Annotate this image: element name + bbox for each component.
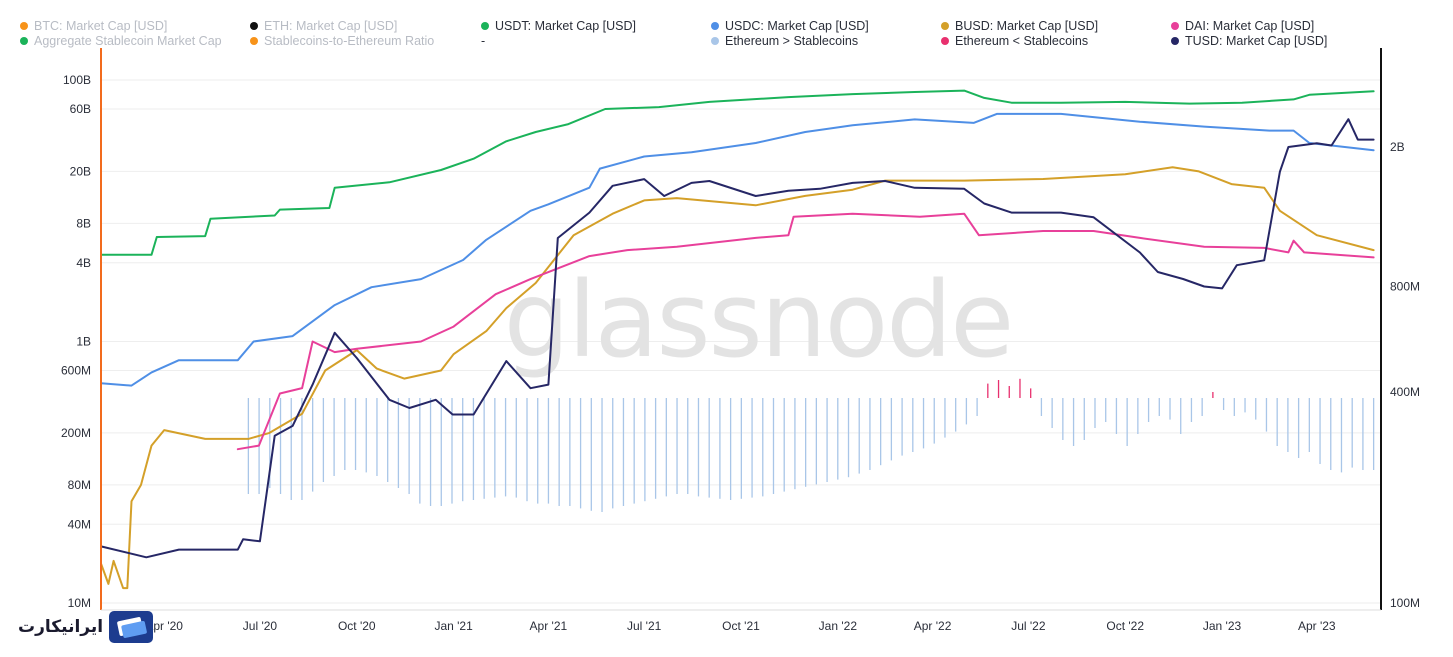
- series-line: [100, 166, 1375, 590]
- y-left-tick-label: 4B: [76, 256, 91, 270]
- legend-label: Ethereum < Stablecoins: [955, 34, 1089, 48]
- x-tick-label: Jan '21: [434, 619, 473, 633]
- y-left-tick-label: 8B: [76, 216, 91, 230]
- legend-label: Stablecoins-to-Ethereum Ratio: [264, 34, 435, 48]
- x-tick-label: Jul '22: [1011, 619, 1046, 633]
- ratio-bars: [247, 378, 1375, 512]
- x-ticks: Apr '20 Jul '20 Oct '20 Jan '21 Apr '21 Jul '…: [145, 619, 1336, 633]
- legend-swatch: [1171, 22, 1179, 30]
- legend-label: BUSD: Market Cap [USD]: [955, 19, 1099, 33]
- y-right-tick-label: 400M: [1390, 385, 1420, 399]
- x-tick-label: Jan '22: [819, 619, 858, 633]
- y-left-tick-label: 100B: [63, 73, 91, 87]
- y-right-tick-label: 100M: [1390, 596, 1420, 610]
- right-y-ticks: 100M 400M 800M 2B: [1390, 140, 1420, 610]
- legend-swatch: [941, 22, 949, 30]
- legend-swatch: [20, 37, 28, 45]
- legend-swatch: [1171, 37, 1179, 45]
- legend-item[interactable]: -: [481, 33, 485, 49]
- x-tick-label: Apr '23: [1298, 619, 1336, 633]
- site-logo: ایرانیکارت: [18, 611, 154, 643]
- legend-item[interactable]: USDC: Market Cap [USD]: [711, 18, 869, 34]
- legend-label: -: [481, 34, 486, 48]
- legend-swatch: [250, 22, 258, 30]
- y-left-tick-label: 1B: [76, 335, 91, 349]
- legend: BTC: Market Cap [USD] ETH: Market Cap [US…: [0, 0, 1453, 52]
- legend-label: USDC: Market Cap [USD]: [725, 19, 869, 33]
- legend-label: BTC: Market Cap [USD]: [34, 19, 168, 33]
- grid-lines: [101, 79, 1381, 604]
- watermark: glassnode: [504, 259, 1013, 381]
- x-tick-label: Apr '20: [145, 619, 183, 633]
- legend-swatch: [941, 37, 949, 45]
- x-tick-label: Jul '20: [243, 619, 278, 633]
- site-logo-text: ایرانیکارت: [18, 617, 104, 637]
- legend-label: DAI: Market Cap [USD]: [1185, 19, 1315, 33]
- legend-label: ETH: Market Cap [USD]: [264, 19, 398, 33]
- legend-item[interactable]: TUSD: Market Cap [USD]: [1171, 33, 1327, 49]
- y-left-tick-label: 200M: [61, 426, 91, 440]
- series-lines: [100, 89, 1375, 590]
- legend-swatch: [711, 37, 719, 45]
- legend-label: TUSD: Market Cap [USD]: [1185, 34, 1328, 48]
- legend-item[interactable]: USDT: Market Cap [USD]: [481, 18, 636, 34]
- y-right-tick-label: 800M: [1390, 279, 1420, 293]
- x-tick-label: Oct '21: [722, 619, 760, 633]
- legend-item[interactable]: ETH: Market Cap [USD]: [250, 18, 397, 34]
- x-tick-label: Jul '21: [627, 619, 662, 633]
- legend-item[interactable]: DAI: Market Cap [USD]: [1171, 18, 1314, 34]
- legend-item[interactable]: Stablecoins-to-Ethereum Ratio: [250, 33, 434, 49]
- legend-swatch: [20, 22, 28, 30]
- x-tick-label: Apr '22: [914, 619, 952, 633]
- legend-label: Aggregate Stablecoin Market Cap: [34, 34, 222, 48]
- card-logo-icon: [109, 611, 154, 643]
- x-tick-label: Apr '21: [530, 619, 568, 633]
- y-left-tick-label: 20B: [70, 164, 91, 178]
- legend-item[interactable]: Aggregate Stablecoin Market Cap: [20, 33, 222, 49]
- left-y-ticks: 10M 40M 80M 200M 600M 1B 4B 8B 20B 60B 100B: [61, 73, 91, 610]
- legend-label: Ethereum > Stablecoins: [725, 34, 859, 48]
- legend-swatch: [250, 37, 258, 45]
- x-tick-label: Oct '22: [1106, 619, 1144, 633]
- legend-item[interactable]: Ethereum < Stablecoins: [941, 33, 1088, 49]
- y-right-tick-label: 2B: [1390, 140, 1405, 154]
- y-left-tick-label: 80M: [68, 478, 91, 492]
- series-line: [100, 112, 1375, 387]
- series-line: [100, 89, 1375, 256]
- legend-label: USDT: Market Cap [USD]: [495, 19, 637, 33]
- y-left-tick-label: 10M: [68, 596, 91, 610]
- legend-swatch: [711, 22, 719, 30]
- y-left-tick-label: 600M: [61, 364, 91, 378]
- y-left-tick-label: 60B: [70, 102, 91, 116]
- x-tick-label: Jan '23: [1203, 619, 1242, 633]
- x-tick-label: Oct '20: [338, 619, 376, 633]
- series-line: [100, 118, 1375, 559]
- series-line: [236, 212, 1375, 451]
- legend-item[interactable]: BUSD: Market Cap [USD]: [941, 18, 1098, 34]
- legend-swatch: [481, 22, 489, 30]
- legend-item[interactable]: Ethereum > Stablecoins: [711, 33, 858, 49]
- y-left-tick-label: 40M: [68, 517, 91, 531]
- legend-item[interactable]: BTC: Market Cap [USD]: [20, 18, 167, 34]
